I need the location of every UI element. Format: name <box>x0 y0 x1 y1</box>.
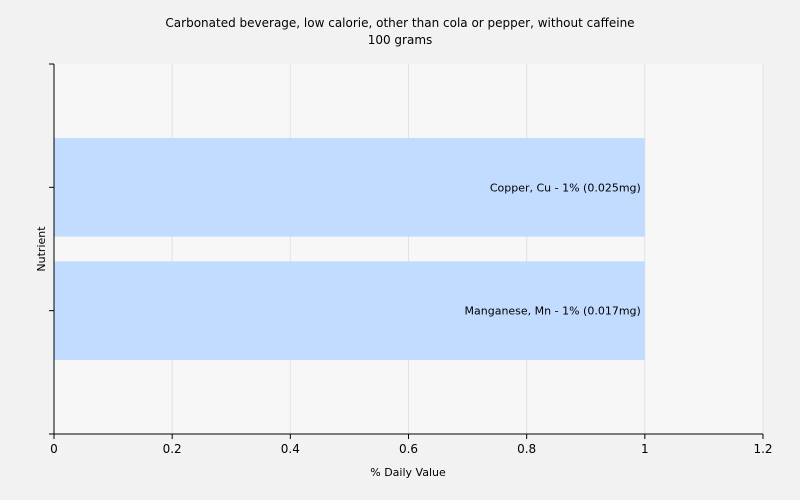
x-tick-label: 0 <box>50 442 58 456</box>
x-axis-title: % Daily Value <box>370 466 446 479</box>
bar-label: Copper, Cu - 1% (0.025mg) <box>490 181 641 194</box>
chart-subtitle: 100 grams <box>368 33 433 47</box>
x-tick-label: 1 <box>641 442 649 456</box>
x-tick-label: 0.8 <box>517 442 536 456</box>
bar <box>54 138 645 237</box>
grid-lines <box>171 64 764 434</box>
x-tick-label: 0.2 <box>163 442 182 456</box>
x-tick-label: 0.4 <box>281 442 300 456</box>
bar-label: Manganese, Mn - 1% (0.017mg) <box>465 305 641 318</box>
y-axis-title: Nutrient <box>35 226 48 272</box>
bar <box>54 261 645 360</box>
x-tick-label: 0.6 <box>399 442 418 456</box>
chart-title: Carbonated beverage, low calorie, other … <box>165 16 634 30</box>
axes: 0 0.2 0.4 0.6 0.8 1 1.2 <box>49 63 773 456</box>
bars: Copper, Cu - 1% (0.025mg) Manganese, Mn -… <box>54 138 645 360</box>
x-tick-label: 1.2 <box>753 442 772 456</box>
